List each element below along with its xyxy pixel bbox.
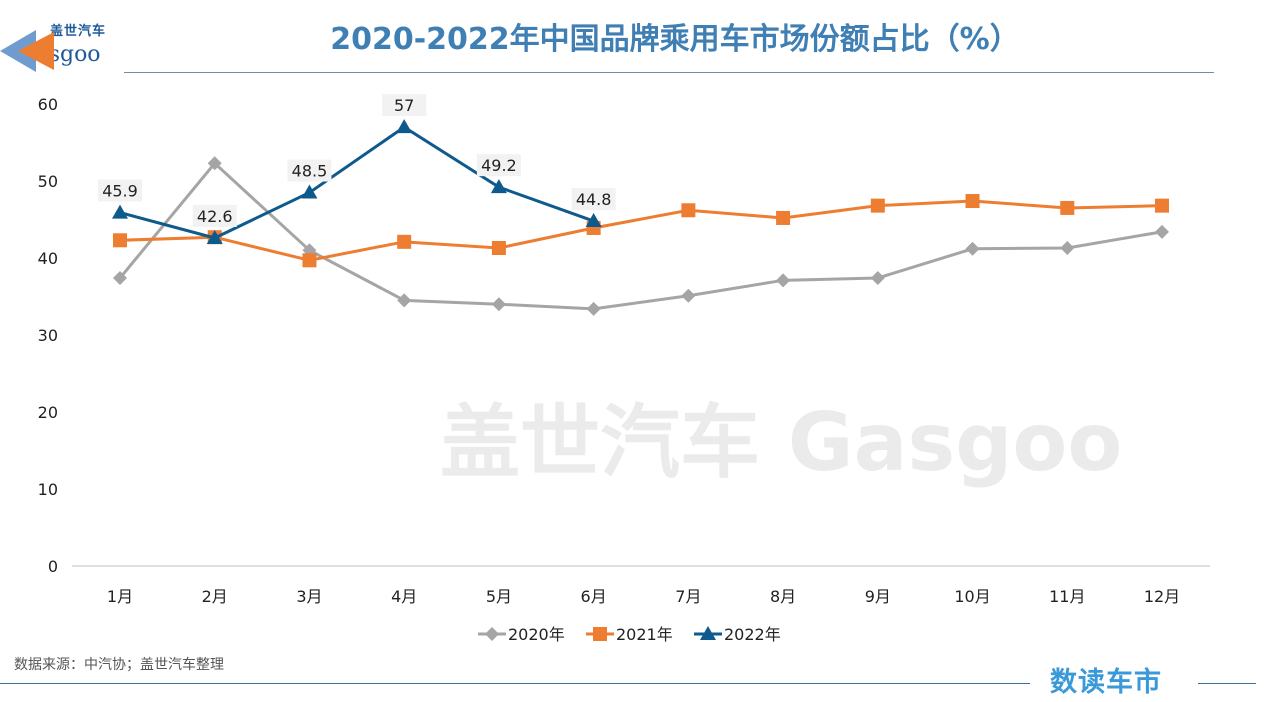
data-point-2021年 xyxy=(681,203,696,218)
x-tick-label: 10月 xyxy=(954,587,990,606)
series-line-2020年 xyxy=(118,161,1163,311)
x-tick-label: 11月 xyxy=(1049,587,1085,606)
data-point-2020年 xyxy=(586,301,601,316)
footer-divider xyxy=(0,683,1030,684)
x-tick-label: 12月 xyxy=(1144,587,1180,606)
data-label: 49.2 xyxy=(481,156,517,175)
footer-divider-right xyxy=(1198,683,1256,684)
data-point-2021年 xyxy=(1155,198,1169,213)
header-divider xyxy=(124,72,1214,73)
x-tick-label: 5月 xyxy=(486,587,512,606)
y-tick-label: 40 xyxy=(38,249,58,268)
legend-marker-icon xyxy=(593,627,607,641)
data-label: 42.6 xyxy=(197,207,233,226)
data-point-2021年 xyxy=(397,234,412,249)
series-line-2022年 xyxy=(119,125,595,240)
data-label-bg xyxy=(476,154,521,177)
data-point-2022年 xyxy=(585,213,602,228)
data-label: 45.9 xyxy=(102,182,138,201)
series-line-2021年 xyxy=(119,199,1163,262)
x-tick-label: 4月 xyxy=(391,587,417,606)
data-point-2021年 xyxy=(776,210,791,225)
x-tick-label: 6月 xyxy=(581,587,607,606)
data-point-2022年 xyxy=(490,179,507,194)
legend-marker-icon xyxy=(700,626,716,640)
data-label-bg xyxy=(571,188,616,211)
x-tick-label: 1月 xyxy=(107,587,133,606)
legend-label: 2022年 xyxy=(724,625,781,644)
data-label-bg xyxy=(287,159,332,182)
data-point-2020年 xyxy=(965,241,980,256)
back-arrow-icon[interactable] xyxy=(0,28,60,74)
x-tick-label: 2月 xyxy=(202,587,228,606)
data-point-2020年 xyxy=(870,271,885,286)
y-tick-label: 0 xyxy=(48,557,58,576)
data-point-2021年 xyxy=(113,233,127,248)
data-point-2021年 xyxy=(302,253,317,268)
data-point-2020年 xyxy=(397,293,412,308)
data-point-2020年 xyxy=(681,288,696,303)
data-point-2022年 xyxy=(112,204,128,219)
legend-label: 2021年 xyxy=(616,625,673,644)
y-tick-label: 50 xyxy=(38,172,58,191)
y-tick-label: 20 xyxy=(38,403,58,422)
x-tick-label: 3月 xyxy=(296,587,322,606)
data-point-2021年 xyxy=(491,240,506,255)
data-label: 44.8 xyxy=(576,190,612,209)
data-label-bg xyxy=(98,179,142,202)
data-point-2021年 xyxy=(1060,200,1075,215)
watermark: 盖世汽车 Gasgoo xyxy=(440,396,1122,489)
data-label: 48.5 xyxy=(292,162,328,181)
x-tick-label: 7月 xyxy=(675,587,701,606)
data-point-2020年 xyxy=(207,156,222,171)
footer-brand: 数读车市 xyxy=(1050,667,1162,698)
x-tick-label: 9月 xyxy=(865,587,891,606)
data-label: 57 xyxy=(394,96,414,115)
data-point-2020年 xyxy=(491,297,506,312)
y-tick-label: 10 xyxy=(38,480,58,499)
data-point-2020年 xyxy=(1060,240,1075,255)
y-tick-label: 30 xyxy=(38,326,58,345)
logo-cn: 盖世汽车 xyxy=(50,24,107,39)
data-label-bg xyxy=(192,204,237,227)
data-source: 数据来源：中汽协；盖世汽车整理 xyxy=(14,657,224,673)
data-point-2022年 xyxy=(206,229,223,244)
page-title: 2020-2022年中国品牌乘用车市场份额占比（%） xyxy=(330,22,1020,57)
data-point-2022年 xyxy=(396,119,413,134)
data-point-2022年 xyxy=(301,184,318,199)
x-tick-label: 8月 xyxy=(770,587,796,606)
legend-label: 2020年 xyxy=(508,625,565,644)
data-point-2021年 xyxy=(870,198,885,213)
data-point-2020年 xyxy=(1155,224,1169,239)
y-tick-label: 60 xyxy=(38,95,58,114)
legend-marker-icon xyxy=(485,627,499,641)
data-label-bg xyxy=(382,94,427,117)
data-point-2020年 xyxy=(776,273,791,288)
data-point-2021年 xyxy=(965,194,980,209)
data-point-2020年 xyxy=(113,271,127,286)
